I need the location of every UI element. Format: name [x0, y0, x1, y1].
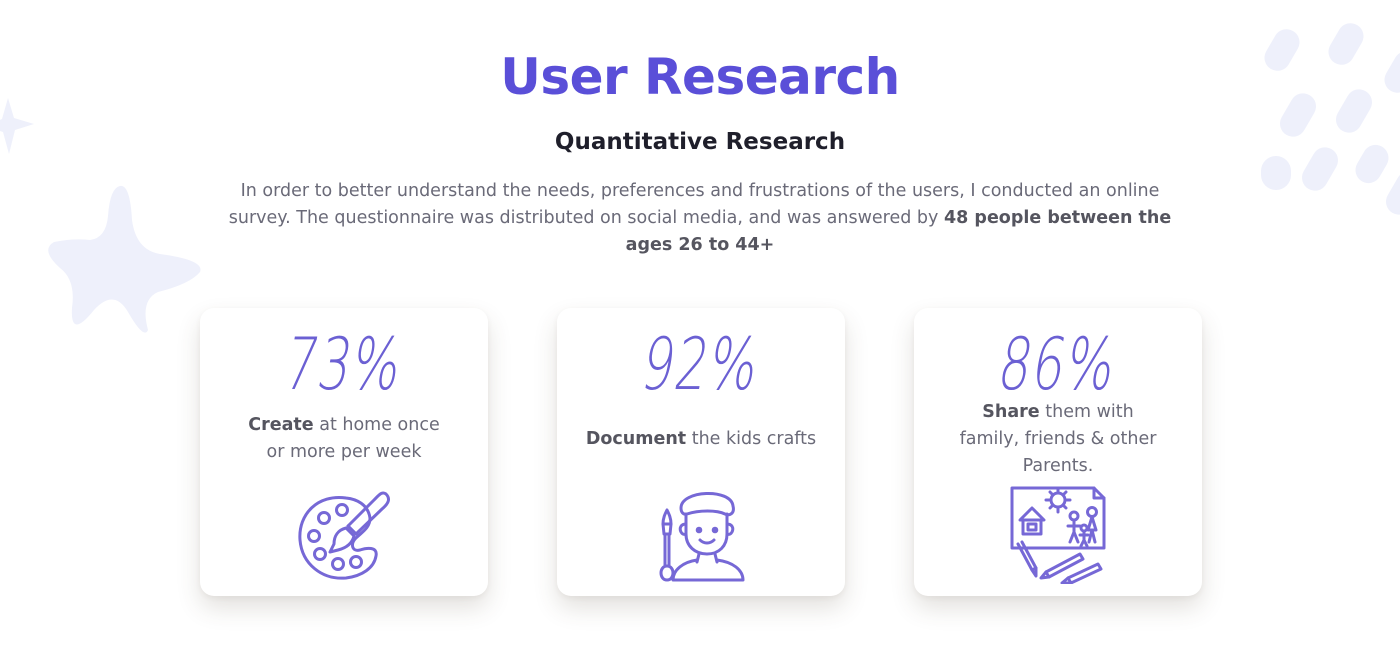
intro-paragraph: In order to better understand the needs,…	[210, 178, 1190, 259]
stat-bold: Share	[982, 401, 1040, 422]
stat-percent: 86%	[992, 322, 1124, 406]
art-palette-icon	[298, 491, 391, 580]
stat-description: Document the kids crafts	[557, 404, 845, 474]
intro-text: In order to better understand the needs,…	[228, 181, 1160, 228]
star-decoration-large	[48, 185, 201, 333]
stat-bold: Create	[248, 415, 314, 435]
stat-description: Share them with family, friends & other …	[914, 401, 1202, 476]
section-subtitle: Quantitative Research	[554, 129, 846, 155]
dots-decoration	[1261, 23, 1400, 215]
stat-percent: 92%	[635, 322, 767, 406]
family-drawing-icon	[1010, 486, 1106, 584]
stat-text: the kids crafts	[686, 428, 817, 449]
stat-text: at home once or more per week	[266, 415, 440, 462]
intro-highlight: 48 people between the ages 26 to 44+	[625, 208, 1172, 255]
stat-percent: 73%	[278, 322, 410, 406]
stat-description: Create at home once or more per week	[200, 404, 488, 474]
child-with-brush-icon	[659, 492, 745, 582]
page-title: User Research	[500, 48, 900, 106]
star-decoration-small	[0, 98, 34, 154]
stat-card-document: 92% Document the kids crafts	[557, 308, 845, 596]
stat-text: them with family, friends & other Parent…	[959, 401, 1157, 476]
stat-card-share: 86% Share them with family, friends & ot…	[914, 308, 1202, 596]
stat-bold: Document	[585, 428, 687, 449]
stat-card-create: 73% Create at home once or more per week	[200, 308, 488, 596]
